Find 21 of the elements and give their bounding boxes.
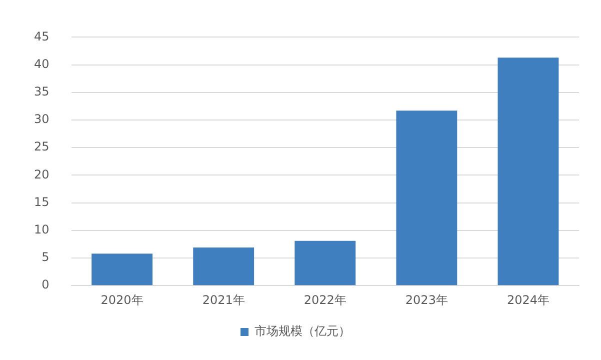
y-tick-label: 0 [42,278,50,292]
bar [396,110,458,286]
y-tick-label: 30 [34,112,50,126]
y-tick-label: 40 [34,56,50,71]
y-tick-label: 45 [34,29,50,44]
y-tick-label: 35 [34,84,50,99]
x-tick-label: 2024年 [506,292,550,307]
y-tick-label: 25 [34,140,50,154]
bar [294,240,356,286]
legend-label: 市场规模（亿元） [254,324,350,338]
bar [498,58,559,286]
x-tick-label: 2020年 [100,292,144,307]
x-tick-label: 2022年 [304,292,346,307]
x-tick-label: 2023年 [405,292,448,307]
bar [193,248,254,286]
y-tick-label: 20 [34,167,50,182]
bar [92,254,153,286]
y-tick-label: 5 [42,250,50,264]
y-tick-label: 15 [34,194,50,209]
x-tick-label: 2021年 [202,292,245,307]
y-tick-label: 10 [34,222,50,237]
